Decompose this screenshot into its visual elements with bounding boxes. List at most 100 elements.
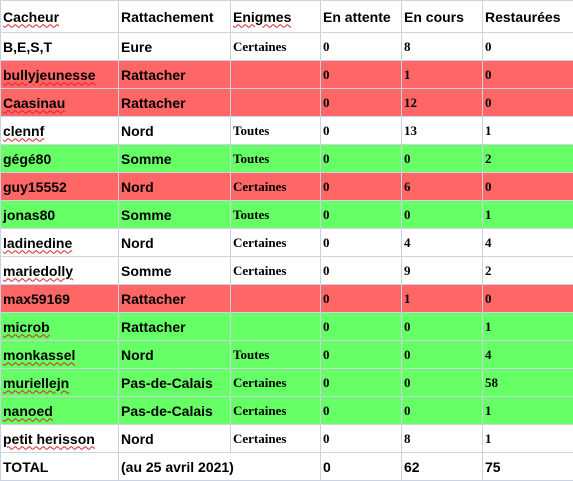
- cell-restaurees[interactable]: 2: [482, 144, 573, 173]
- cell-enigmes[interactable]: Toutes: [230, 116, 321, 145]
- cell-en-cours[interactable]: 8: [401, 32, 483, 61]
- cell-rattachement[interactable]: Pas-de-Calais: [118, 368, 231, 397]
- cell-en-cours[interactable]: 13: [401, 116, 483, 145]
- cell-enigmes[interactable]: Certaines: [230, 32, 321, 61]
- cell-rattachement[interactable]: Rattacher: [118, 88, 231, 117]
- cell-en-cours[interactable]: 0: [401, 144, 483, 173]
- cell-restaurees[interactable]: 0: [482, 172, 573, 201]
- cell-rattachement[interactable]: Rattacher: [118, 60, 231, 89]
- cell-enigmes[interactable]: [230, 60, 321, 89]
- cell-en-attente[interactable]: 0: [320, 32, 402, 61]
- cell-en-cours[interactable]: 0: [401, 340, 483, 369]
- cell-en-attente[interactable]: 0: [320, 396, 402, 425]
- total-en-cours-cell[interactable]: 62: [401, 452, 483, 481]
- cell-en-attente[interactable]: 0: [320, 200, 402, 229]
- cell-enigmes[interactable]: Certaines: [230, 396, 321, 425]
- cell-en-attente[interactable]: 0: [320, 172, 402, 201]
- cell-en-cours[interactable]: 0: [401, 312, 483, 341]
- cell-cacheur[interactable]: ladinedine: [0, 228, 119, 257]
- cell-en-attente[interactable]: 0: [320, 88, 402, 117]
- cell-enigmes[interactable]: Toutes: [230, 144, 321, 173]
- total-restaurees-cell[interactable]: 75: [482, 452, 573, 481]
- cell-restaurees[interactable]: 0: [482, 284, 573, 313]
- cell-restaurees[interactable]: 58: [482, 368, 573, 397]
- header-cacheur[interactable]: Cacheur: [0, 0, 119, 33]
- header-enigmes[interactable]: Enigmes: [230, 0, 321, 33]
- cell-rattachement[interactable]: Rattacher: [118, 312, 231, 341]
- total-en-attente-cell[interactable]: 0: [320, 452, 402, 481]
- cell-restaurees[interactable]: 1: [482, 116, 573, 145]
- cell-rattachement[interactable]: Pas-de-Calais: [118, 396, 231, 425]
- cell-restaurees[interactable]: 4: [482, 340, 573, 369]
- header-en-cours[interactable]: En cours: [401, 0, 483, 33]
- cell-rattachement[interactable]: Somme: [118, 200, 231, 229]
- cell-en-cours[interactable]: 8: [401, 424, 483, 453]
- cell-restaurees[interactable]: 2: [482, 256, 573, 285]
- cell-en-cours[interactable]: 1: [401, 284, 483, 313]
- cell-en-attente[interactable]: 0: [320, 368, 402, 397]
- cell-en-cours[interactable]: 0: [401, 368, 483, 397]
- cell-enigmes[interactable]: [230, 88, 321, 117]
- cell-rattachement[interactable]: Nord: [118, 228, 231, 257]
- cell-enigmes[interactable]: [230, 312, 321, 341]
- cell-enigmes[interactable]: Certaines: [230, 172, 321, 201]
- cell-en-attente[interactable]: 0: [320, 340, 402, 369]
- cell-en-cours[interactable]: 6: [401, 172, 483, 201]
- cell-cacheur[interactable]: jonas80: [0, 200, 119, 229]
- cell-rattachement[interactable]: Nord: [118, 116, 231, 145]
- cell-cacheur[interactable]: mariedolly: [0, 256, 119, 285]
- cell-en-cours[interactable]: 1: [401, 60, 483, 89]
- cell-enigmes[interactable]: Toutes: [230, 340, 321, 369]
- cell-cacheur[interactable]: microb: [0, 312, 119, 341]
- cell-en-attente[interactable]: 0: [320, 228, 402, 257]
- cell-rattachement[interactable]: Somme: [118, 144, 231, 173]
- cell-cacheur[interactable]: max59169: [0, 284, 119, 313]
- total-date-cell[interactable]: (au 25 avril 2021): [118, 452, 321, 481]
- cell-restaurees[interactable]: 0: [482, 60, 573, 89]
- cell-rattachement[interactable]: Nord: [118, 424, 231, 453]
- cell-enigmes[interactable]: Certaines: [230, 424, 321, 453]
- cell-en-cours[interactable]: 0: [401, 396, 483, 425]
- cell-en-attente[interactable]: 0: [320, 312, 402, 341]
- cell-en-attente[interactable]: 0: [320, 116, 402, 145]
- cell-en-attente[interactable]: 0: [320, 424, 402, 453]
- cell-rattachement[interactable]: Nord: [118, 172, 231, 201]
- cell-cacheur[interactable]: petit herisson: [0, 424, 119, 453]
- cell-cacheur[interactable]: clennf: [0, 116, 119, 145]
- cell-en-attente[interactable]: 0: [320, 284, 402, 313]
- cell-enigmes[interactable]: Certaines: [230, 256, 321, 285]
- cell-en-cours[interactable]: 12: [401, 88, 483, 117]
- cell-cacheur[interactable]: gégé80: [0, 144, 119, 173]
- cell-rattachement[interactable]: Eure: [118, 32, 231, 61]
- header-en-attente[interactable]: En attente: [320, 0, 402, 33]
- cell-en-cours[interactable]: 4: [401, 228, 483, 257]
- cell-restaurees[interactable]: 1: [482, 424, 573, 453]
- cell-restaurees[interactable]: 0: [482, 32, 573, 61]
- cell-enigmes[interactable]: Certaines: [230, 228, 321, 257]
- cell-cacheur[interactable]: muriellejn: [0, 368, 119, 397]
- header-restaurees[interactable]: Restaurées: [482, 0, 573, 33]
- cell-en-cours[interactable]: 0: [401, 200, 483, 229]
- cell-restaurees[interactable]: 1: [482, 312, 573, 341]
- cell-enigmes[interactable]: Certaines: [230, 368, 321, 397]
- cell-enigmes[interactable]: [230, 284, 321, 313]
- cell-cacheur[interactable]: monkassel: [0, 340, 119, 369]
- cell-rattachement[interactable]: Nord: [118, 340, 231, 369]
- cell-en-cours[interactable]: 9: [401, 256, 483, 285]
- cell-restaurees[interactable]: 4: [482, 228, 573, 257]
- cell-restaurees[interactable]: 1: [482, 200, 573, 229]
- total-label-cell[interactable]: TOTAL: [0, 452, 119, 481]
- header-rattachement[interactable]: Rattachement: [118, 0, 231, 33]
- cell-en-attente[interactable]: 0: [320, 256, 402, 285]
- cell-cacheur[interactable]: B,E,S,T: [0, 32, 119, 61]
- cell-rattachement[interactable]: Somme: [118, 256, 231, 285]
- cell-restaurees[interactable]: 1: [482, 396, 573, 425]
- cell-enigmes[interactable]: Toutes: [230, 200, 321, 229]
- cell-cacheur[interactable]: guy15552: [0, 172, 119, 201]
- cell-en-attente[interactable]: 0: [320, 144, 402, 173]
- cell-cacheur[interactable]: nanoed: [0, 396, 119, 425]
- cell-cacheur[interactable]: Caasinau: [0, 88, 119, 117]
- cell-rattachement[interactable]: Rattacher: [118, 284, 231, 313]
- cell-en-attente[interactable]: 0: [320, 60, 402, 89]
- cell-restaurees[interactable]: 0: [482, 88, 573, 117]
